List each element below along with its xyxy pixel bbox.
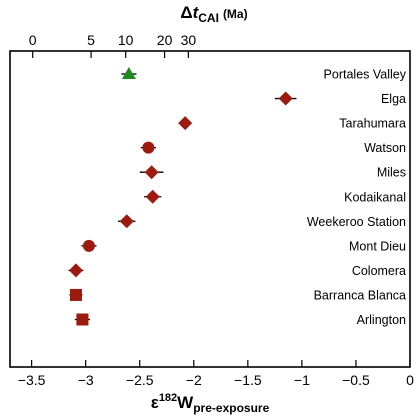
top-axis-subscript: CAI	[198, 11, 219, 25]
sample-label: Weekeroo Station	[307, 215, 406, 229]
top-tick-label: 0	[29, 32, 37, 48]
data-point: Weekeroo Station	[118, 214, 406, 229]
bottom-tick-label: −2.5	[126, 372, 154, 388]
top-tick-label: 30	[181, 32, 197, 48]
square-marker	[69, 288, 82, 301]
square-marker	[76, 313, 89, 326]
circle-marker	[142, 141, 155, 154]
data-point: Arlington	[74, 313, 406, 327]
sample-label: Miles	[377, 166, 406, 180]
sample-label: Colomera	[352, 264, 406, 278]
x-axis-base: W	[177, 393, 194, 412]
sample-label: Mont Dieu	[349, 239, 406, 253]
top-axis-title: ΔtCAI (Ma)	[180, 3, 247, 25]
circle-marker	[82, 239, 95, 252]
bottom-tick-label: −3	[78, 372, 94, 388]
sample-label: Tarahumara	[339, 117, 406, 131]
sample-label: Elga	[381, 92, 406, 106]
top-tick-label: 10	[118, 32, 134, 48]
bottom-tick-label: −2	[186, 372, 202, 388]
data-point: Barranca Blanca	[69, 288, 406, 302]
x-axis-superscript: 182	[159, 392, 177, 404]
data-point: Kodaikanal	[144, 189, 406, 204]
diamond-marker	[68, 263, 83, 278]
data-point: Mont Dieu	[81, 239, 406, 253]
data-point: Portales Valley	[121, 67, 407, 82]
x-axis-title: ε182Wpre-exposure	[151, 392, 270, 415]
data-point: Tarahumara	[178, 116, 406, 131]
diamond-marker	[145, 189, 160, 204]
x-axis-symbol: ε	[151, 393, 159, 412]
sample-label: Arlington	[357, 313, 406, 327]
bottom-tick-label: −1	[294, 372, 310, 388]
diamond-marker	[119, 214, 134, 229]
sample-label: Watson	[364, 141, 406, 155]
diamond-marker	[278, 91, 293, 106]
sample-label: Portales Valley	[324, 68, 407, 82]
bottom-tick-label: 0	[406, 372, 414, 388]
bottom-axis: −3.5 −3 −2.5 −2 −1.5 −1 −0.5 0	[18, 360, 414, 388]
data-points: Portales Valley Elga Tarahumara Watson Miles…	[68, 67, 407, 327]
top-tick-label: 5	[87, 32, 95, 48]
triangle-marker	[121, 67, 136, 79]
data-point: Colomera	[68, 263, 406, 278]
data-point: Miles	[139, 165, 406, 180]
top-tick-label: 20	[157, 32, 173, 48]
diamond-marker	[178, 116, 193, 131]
data-point: Elga	[274, 91, 406, 106]
bottom-tick-label: −1.5	[234, 372, 262, 388]
diamond-marker	[144, 165, 159, 180]
bottom-tick-label: −0.5	[342, 372, 370, 388]
sample-label: Barranca Blanca	[314, 288, 406, 302]
top-axis-t: t	[193, 3, 200, 22]
sample-label: Kodaikanal	[344, 190, 406, 204]
data-point: Watson	[140, 141, 406, 155]
plot-frame	[9, 50, 411, 368]
top-axis-delta: Δ	[180, 3, 192, 22]
bottom-tick-label: −3.5	[18, 372, 46, 388]
top-axis: 0 5 10 20 30	[29, 32, 197, 58]
top-axis-unit: (Ma)	[223, 7, 248, 21]
x-axis-subscript: pre-exposure	[193, 401, 269, 415]
